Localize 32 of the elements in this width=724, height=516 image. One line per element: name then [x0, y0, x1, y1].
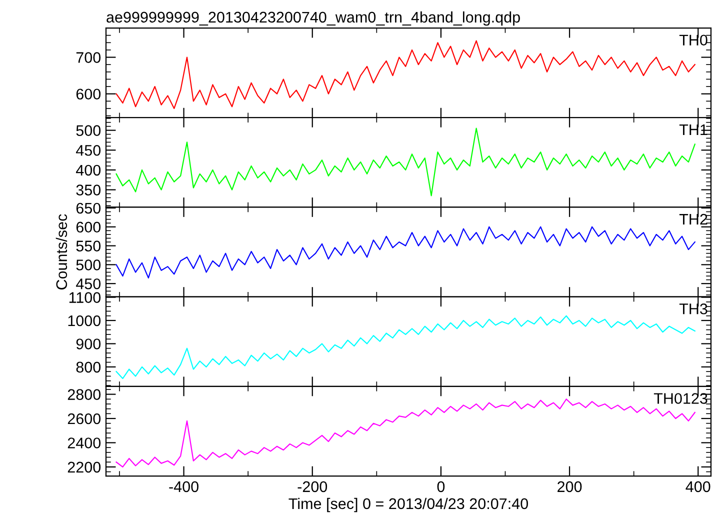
y-tick-label: 550: [76, 240, 101, 252]
y-tick-label: 400: [76, 164, 101, 176]
x-tick-label: -200: [298, 481, 328, 492]
y-tick-label: 600: [76, 88, 101, 100]
x-tick-label: -400: [169, 481, 198, 492]
series-label: TH2: [679, 214, 708, 225]
y-tick-label: 650: [76, 202, 101, 214]
y-tick-label: 2800: [68, 389, 101, 400]
series-label: TH3: [679, 303, 708, 314]
y-tick-label: 1100: [69, 292, 101, 303]
y-axis-title: Counts/sec: [56, 214, 68, 290]
y-tick-label: 350: [76, 184, 101, 196]
series-label: TH1: [679, 124, 708, 135]
y-tick-label: 450: [76, 144, 101, 156]
x-tick-label: 400: [686, 481, 710, 492]
series-label: TH0: [679, 34, 708, 46]
y-tick-label: 2600: [68, 413, 101, 424]
chart-title: ae999999999_20130423200740_wam0_trn_4band_long.qdp: [106, 11, 520, 26]
x-tick-label: 0: [437, 481, 445, 492]
x-tick-label: 200: [558, 481, 582, 492]
y-tick-label: 1000: [68, 315, 101, 326]
y-tick-label: 2200: [68, 462, 101, 473]
y-tick-label: 500: [76, 125, 101, 136]
y-tick-label: 2400: [68, 438, 101, 448]
x-axis-title: Time [sec] 0 = 2013/04/23 20:07:40: [288, 498, 528, 512]
y-tick-label: 900: [76, 338, 101, 350]
series-label: TH0123: [654, 393, 708, 404]
y-tick-label: 450: [76, 278, 101, 290]
y-tick-label: 800: [76, 362, 101, 373]
y-tick-label: 700: [76, 52, 101, 63]
y-tick-label: 600: [76, 222, 101, 233]
y-tick-label: 500: [76, 260, 101, 270]
